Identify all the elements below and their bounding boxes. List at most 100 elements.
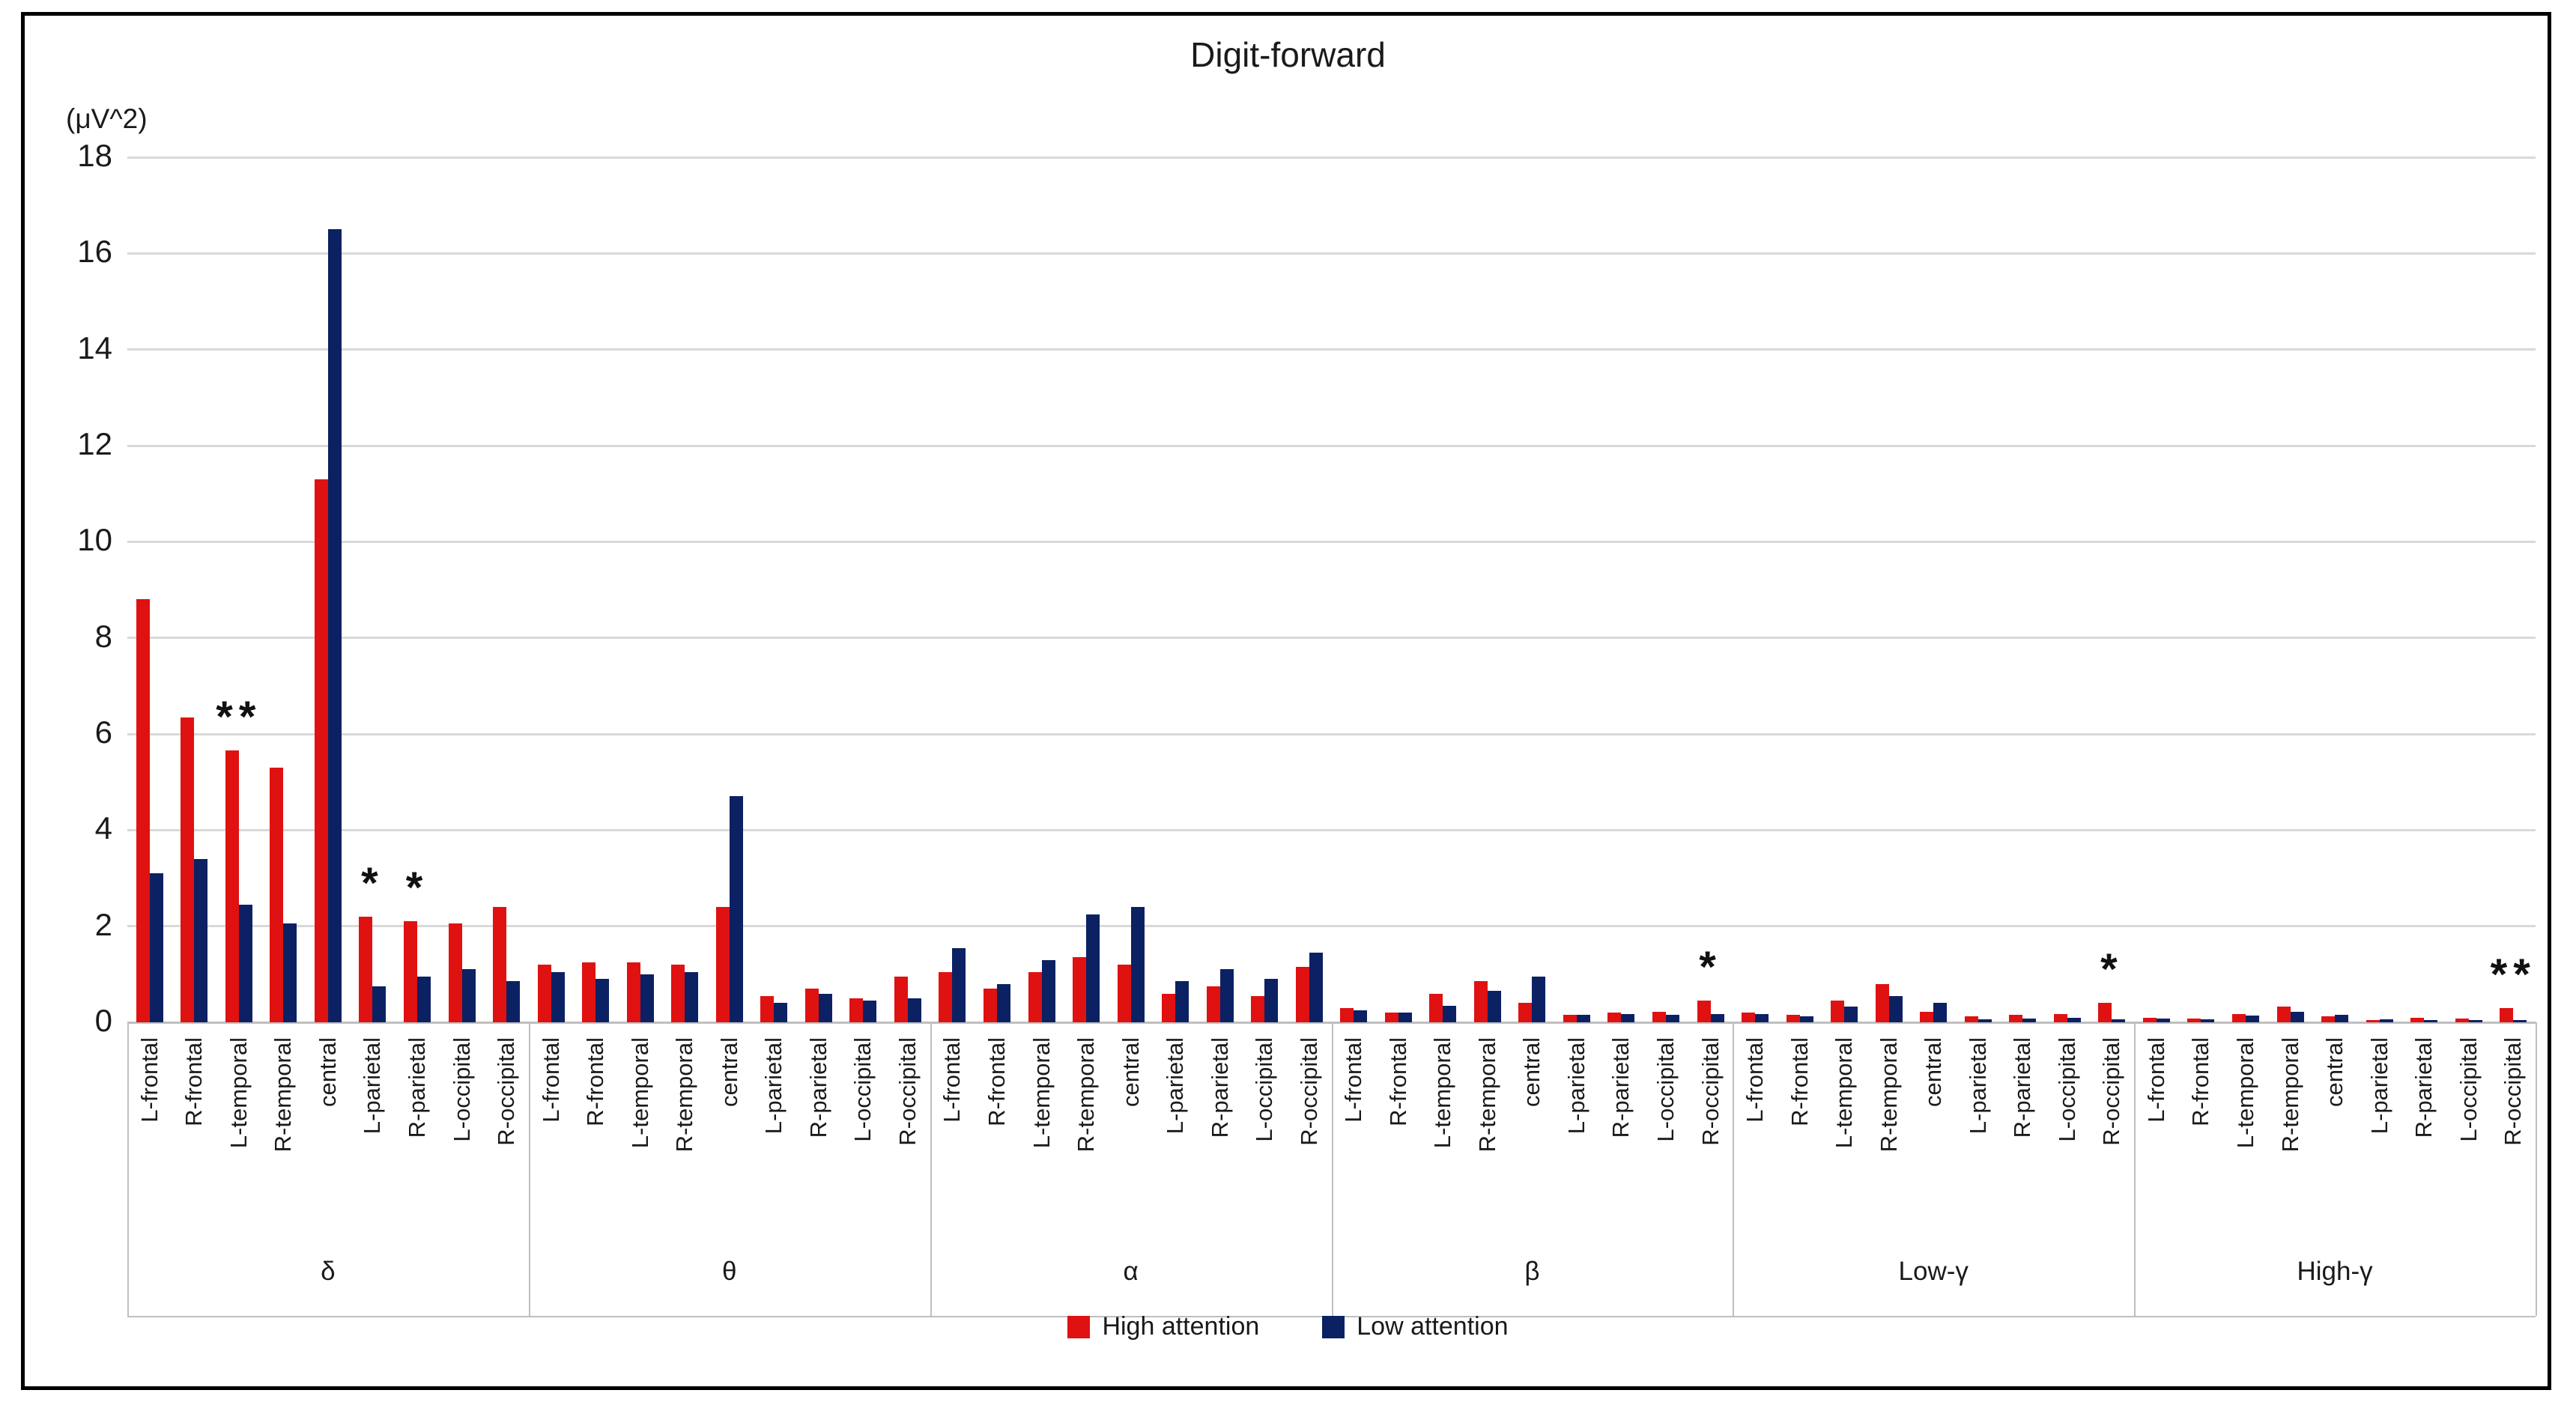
legend-swatch-high-attention <box>1067 1315 1091 1338</box>
y-tick-label: 6 <box>94 714 112 750</box>
bar-high-attention <box>1251 995 1265 1022</box>
significance-marker: * <box>1699 943 1722 992</box>
bar-high-attention <box>1875 983 1889 1022</box>
band-label: α <box>1123 1257 1139 1286</box>
bar-low-attention <box>327 229 342 1022</box>
region-label: R-temporal <box>2277 1037 2303 1153</box>
region-label: R-frontal <box>583 1037 609 1126</box>
bar-low-attention <box>1933 1003 1948 1022</box>
bar-high-attention <box>1831 1001 1845 1022</box>
bar-high-attention <box>1384 1013 1398 1022</box>
y-tick-label: 12 <box>77 426 112 461</box>
bar-low-attention <box>1666 1015 1680 1022</box>
region-label: L-parietal <box>761 1037 787 1135</box>
bar-low-attention <box>194 858 208 1022</box>
bar-low-attention <box>1888 995 1903 1022</box>
region-label: L-frontal <box>136 1037 163 1123</box>
gridline <box>127 925 2536 928</box>
region-label: central <box>716 1037 742 1108</box>
bar-low-attention <box>2067 1017 2081 1022</box>
bar-high-attention <box>1206 986 1220 1022</box>
bar-low-attention <box>149 873 163 1022</box>
bar-low-attention <box>1175 981 1189 1022</box>
bar-high-attention <box>1920 1011 1934 1022</box>
bar-high-attention <box>2321 1016 2336 1022</box>
region-label: L-parietal <box>2366 1037 2392 1135</box>
region-label: R-temporal <box>1876 1037 1902 1153</box>
bar-low-attention <box>1041 959 1055 1022</box>
bar-low-attention <box>952 947 966 1022</box>
region-label: L-temporal <box>2233 1037 2258 1149</box>
bar-low-attention <box>1621 1014 1635 1022</box>
bar-low-attention <box>685 971 699 1022</box>
y-tick-label: 18 <box>77 138 112 173</box>
bar-high-attention <box>1073 957 1087 1022</box>
region-label: central <box>315 1037 341 1108</box>
bar-low-attention <box>2201 1019 2215 1022</box>
region-label: L-temporal <box>627 1037 653 1149</box>
bar-low-attention <box>1844 1007 1858 1022</box>
bar-low-attention <box>996 983 1010 1022</box>
region-label: L-frontal <box>1742 1037 1769 1123</box>
bar-low-attention <box>283 923 297 1022</box>
bar-low-attention <box>1978 1019 1992 1022</box>
bar-low-attention <box>461 969 476 1022</box>
region-label: R-occipital <box>494 1037 520 1146</box>
band-separator <box>528 1022 530 1316</box>
band-separator <box>127 1022 129 1316</box>
significance-marker: ** <box>216 693 262 742</box>
bar-high-attention <box>1607 1013 1622 1022</box>
y-tick-label: 16 <box>77 234 112 270</box>
gridline <box>127 732 2536 735</box>
band-separator <box>930 1022 932 1316</box>
y-tick-label: 8 <box>94 618 112 654</box>
bar-high-attention <box>939 971 953 1022</box>
region-label: R-occipital <box>1296 1037 1322 1146</box>
legend-swatch-low-attention <box>1322 1315 1345 1338</box>
y-axis-unit-label: (μV^2) <box>66 103 148 134</box>
band-label: θ <box>722 1257 737 1286</box>
bar-low-attention <box>2290 1011 2304 1022</box>
legend-label-low-attention: Low attention <box>1357 1312 1509 1341</box>
bar-low-attention <box>1710 1014 1724 1022</box>
region-label: R-parietal <box>404 1037 430 1138</box>
region-label: L-occipital <box>449 1037 475 1142</box>
region-label: R-parietal <box>805 1037 831 1138</box>
bar-high-attention <box>1340 1007 1354 1022</box>
bar-high-attention <box>1295 967 1309 1022</box>
bar-high-attention <box>403 921 417 1022</box>
bar-high-attention <box>2098 1003 2112 1022</box>
bar-high-attention <box>1429 993 1443 1022</box>
y-tick-label: 4 <box>94 810 112 846</box>
region-label: R-occipital <box>2500 1037 2527 1146</box>
bar-high-attention <box>1742 1013 1756 1022</box>
bar-high-attention <box>1786 1015 1800 1022</box>
bar-low-attention <box>640 974 654 1022</box>
gridline <box>127 637 2536 640</box>
bar-high-attention <box>1117 965 1131 1022</box>
gridline <box>127 348 2536 351</box>
significance-marker: * <box>405 864 429 913</box>
region-label: L-temporal <box>225 1037 252 1149</box>
bar-low-attention <box>416 977 431 1022</box>
band-separator <box>2536 1022 2537 1316</box>
bar-high-attention <box>225 750 239 1022</box>
bar-low-attention <box>729 796 743 1022</box>
chart-title: Digit-forward <box>1190 35 1386 74</box>
region-label: L-temporal <box>1430 1037 1456 1149</box>
bar-low-attention <box>1130 907 1145 1022</box>
bar-low-attention <box>1755 1014 1769 1022</box>
region-label: R-occipital <box>1697 1037 1724 1146</box>
bar-high-attention <box>894 977 908 1022</box>
bar-low-attention <box>1799 1016 1813 1022</box>
region-label: L-occipital <box>1252 1037 1278 1142</box>
bar-low-attention <box>774 1003 788 1022</box>
bar-low-attention <box>1398 1013 1412 1022</box>
bar-high-attention <box>582 962 596 1022</box>
region-label: R-occipital <box>2099 1037 2125 1146</box>
region-label: R-occipital <box>894 1037 921 1146</box>
bar-high-attention <box>493 907 507 1022</box>
bar-high-attention <box>2455 1018 2469 1022</box>
region-label: L-occipital <box>1653 1037 1679 1142</box>
gridline <box>127 156 2536 159</box>
